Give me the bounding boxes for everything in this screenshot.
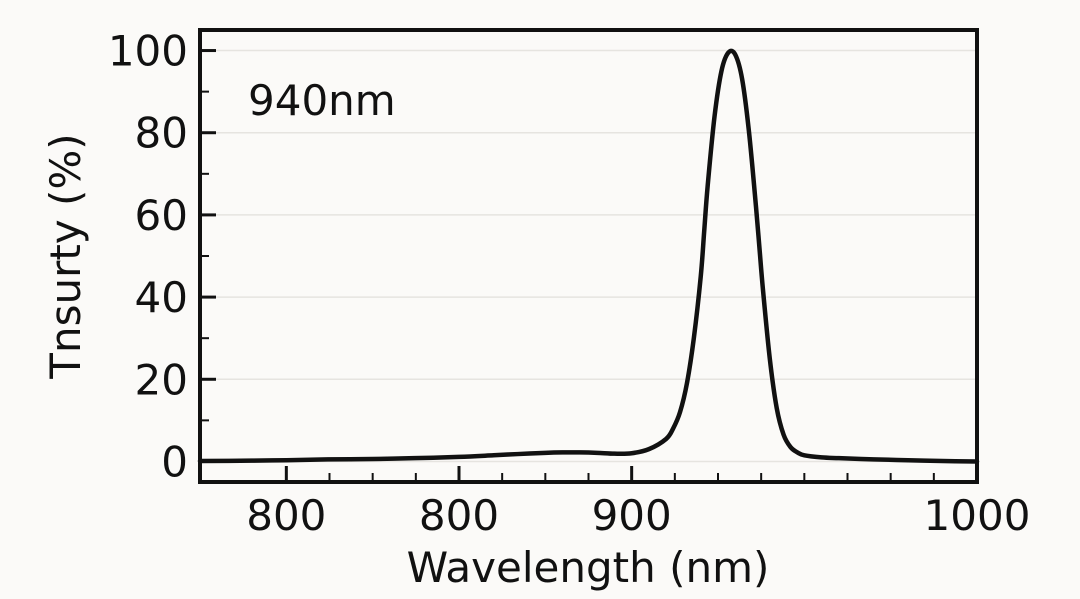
y-tick-label-4: 80: [135, 109, 188, 158]
x-tick-label-3: 1000: [924, 491, 1031, 540]
y-axis-title: Tnsurty (%): [41, 133, 90, 379]
y-axis: 0 20 40 60 80 100: [108, 27, 216, 486]
y-tick-label-0: 0: [161, 437, 188, 486]
y-tick-label-3: 60: [135, 191, 188, 240]
series-lines: [197, 48, 980, 464]
annotation-label: 940nm: [248, 76, 396, 125]
y-tick-label-5: 100: [108, 27, 188, 76]
x-axis: 800 800 900 1000: [246, 466, 1030, 540]
y-tick-label-2: 40: [135, 273, 188, 322]
series-line-0: [197, 48, 980, 464]
y-tick-label-1: 20: [135, 355, 188, 404]
x-axis-title: Wavelength (nm): [407, 543, 770, 592]
gridlines: [200, 49, 977, 463]
x-tick-label-0: 800: [246, 491, 326, 540]
x-tick-label-1: 800: [419, 491, 499, 540]
x-tick-label-2: 900: [592, 491, 672, 540]
